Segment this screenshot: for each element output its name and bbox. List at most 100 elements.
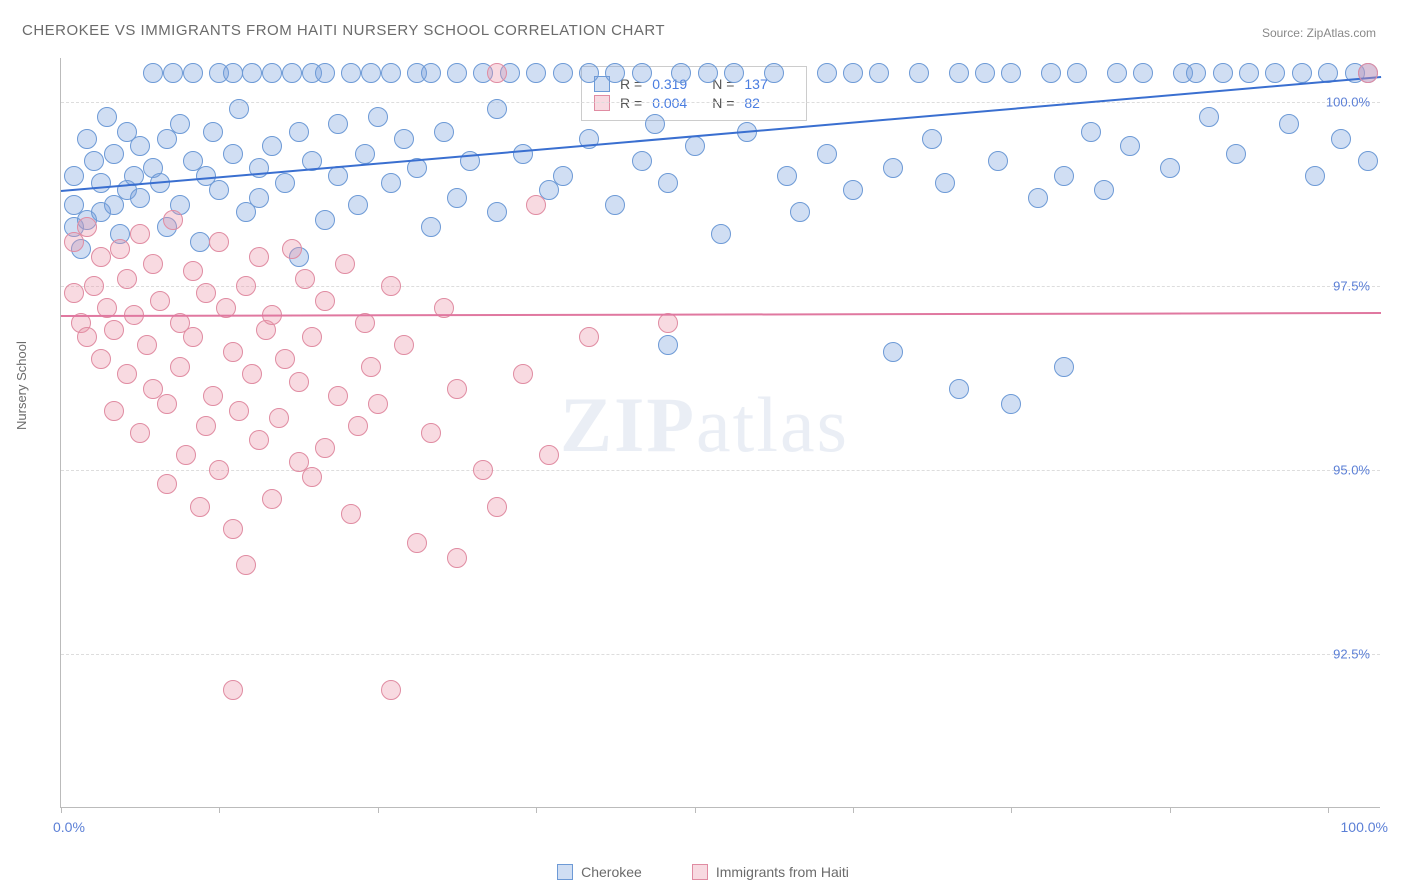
- scatter-point: [790, 202, 810, 222]
- legend-item-haiti: Immigrants from Haiti: [692, 864, 849, 880]
- scatter-point: [1094, 180, 1114, 200]
- scatter-point: [84, 276, 104, 296]
- scatter-point: [203, 122, 223, 142]
- legend-swatch-haiti: [692, 864, 708, 880]
- scatter-point: [143, 254, 163, 274]
- scatter-point: [361, 63, 381, 83]
- scatter-point: [1028, 188, 1048, 208]
- scatter-point: [84, 151, 104, 171]
- scatter-point: [229, 401, 249, 421]
- scatter-point: [77, 217, 97, 237]
- legend-item-cherokee: Cherokee: [557, 864, 642, 880]
- scatter-point: [302, 467, 322, 487]
- scatter-point: [341, 63, 361, 83]
- scatter-point: [922, 129, 942, 149]
- scatter-point: [1041, 63, 1061, 83]
- scatter-point: [130, 188, 150, 208]
- scatter-point: [190, 497, 210, 517]
- scatter-point: [553, 166, 573, 186]
- scatter-point: [843, 180, 863, 200]
- scatter-point: [539, 445, 559, 465]
- stats-row-cherokee: R = 0.319 N = 137: [594, 76, 794, 92]
- scatter-point: [91, 247, 111, 267]
- scatter-point: [361, 357, 381, 377]
- scatter-point: [104, 320, 124, 340]
- x-tick: [1170, 807, 1171, 813]
- scatter-point: [196, 283, 216, 303]
- scatter-point: [170, 114, 190, 134]
- scatter-point: [183, 327, 203, 347]
- scatter-point: [513, 144, 533, 164]
- y-axis-label: Nursery School: [14, 341, 29, 430]
- scatter-point: [289, 122, 309, 142]
- scatter-point: [262, 63, 282, 83]
- scatter-point: [658, 313, 678, 333]
- scatter-point: [328, 114, 348, 134]
- scatter-point: [526, 63, 546, 83]
- x-tick: [61, 807, 62, 813]
- scatter-point: [632, 151, 652, 171]
- x-tick: [853, 807, 854, 813]
- scatter-point: [698, 63, 718, 83]
- scatter-point: [157, 474, 177, 494]
- scatter-point: [348, 416, 368, 436]
- scatter-point: [104, 401, 124, 421]
- scatter-point: [209, 180, 229, 200]
- scatter-point: [1186, 63, 1206, 83]
- scatter-point: [421, 217, 441, 237]
- scatter-point: [1331, 129, 1351, 149]
- scatter-point: [209, 232, 229, 252]
- scatter-point: [553, 63, 573, 83]
- scatter-point: [1107, 63, 1127, 83]
- scatter-point: [196, 416, 216, 436]
- scatter-point: [315, 438, 335, 458]
- scatter-point: [1265, 63, 1285, 83]
- scatter-point: [64, 166, 84, 186]
- scatter-point: [302, 327, 322, 347]
- scatter-point: [77, 327, 97, 347]
- y-tick-label: 97.5%: [1333, 278, 1370, 293]
- scatter-point: [249, 430, 269, 450]
- scatter-point: [869, 63, 889, 83]
- scatter-point: [513, 364, 533, 384]
- scatter-point: [1160, 158, 1180, 178]
- scatter-point: [1054, 357, 1074, 377]
- y-tick-label: 95.0%: [1333, 462, 1370, 477]
- scatter-point: [487, 63, 507, 83]
- scatter-point: [777, 166, 797, 186]
- scatter-point: [381, 680, 401, 700]
- scatter-point: [97, 107, 117, 127]
- scatter-point: [130, 136, 150, 156]
- scatter-point: [394, 129, 414, 149]
- scatter-point: [605, 63, 625, 83]
- x-axis-max-label: 100.0%: [1341, 819, 1388, 835]
- scatter-point: [223, 63, 243, 83]
- scatter-point: [1213, 63, 1233, 83]
- scatter-point: [170, 357, 190, 377]
- scatter-point: [883, 342, 903, 362]
- scatter-point: [685, 136, 705, 156]
- scatter-point: [163, 210, 183, 230]
- scatter-point: [447, 63, 467, 83]
- scatter-point: [236, 555, 256, 575]
- scatter-point: [223, 680, 243, 700]
- scatter-point: [1054, 166, 1074, 186]
- scatter-point: [909, 63, 929, 83]
- scatter-point: [223, 519, 243, 539]
- x-tick: [695, 807, 696, 813]
- scatter-point: [711, 224, 731, 244]
- scatter-point: [434, 122, 454, 142]
- y-tick-label: 92.5%: [1333, 646, 1370, 661]
- scatter-point: [883, 158, 903, 178]
- scatter-point: [183, 261, 203, 281]
- scatter-point: [394, 335, 414, 355]
- scatter-point: [368, 394, 388, 414]
- scatter-point: [473, 460, 493, 480]
- scatter-point: [64, 283, 84, 303]
- scatter-point: [487, 497, 507, 517]
- legend-label-cherokee: Cherokee: [581, 864, 642, 880]
- legend-label-haiti: Immigrants from Haiti: [716, 864, 849, 880]
- gridline: [61, 286, 1380, 287]
- scatter-point: [1358, 63, 1378, 83]
- scatter-point: [341, 504, 361, 524]
